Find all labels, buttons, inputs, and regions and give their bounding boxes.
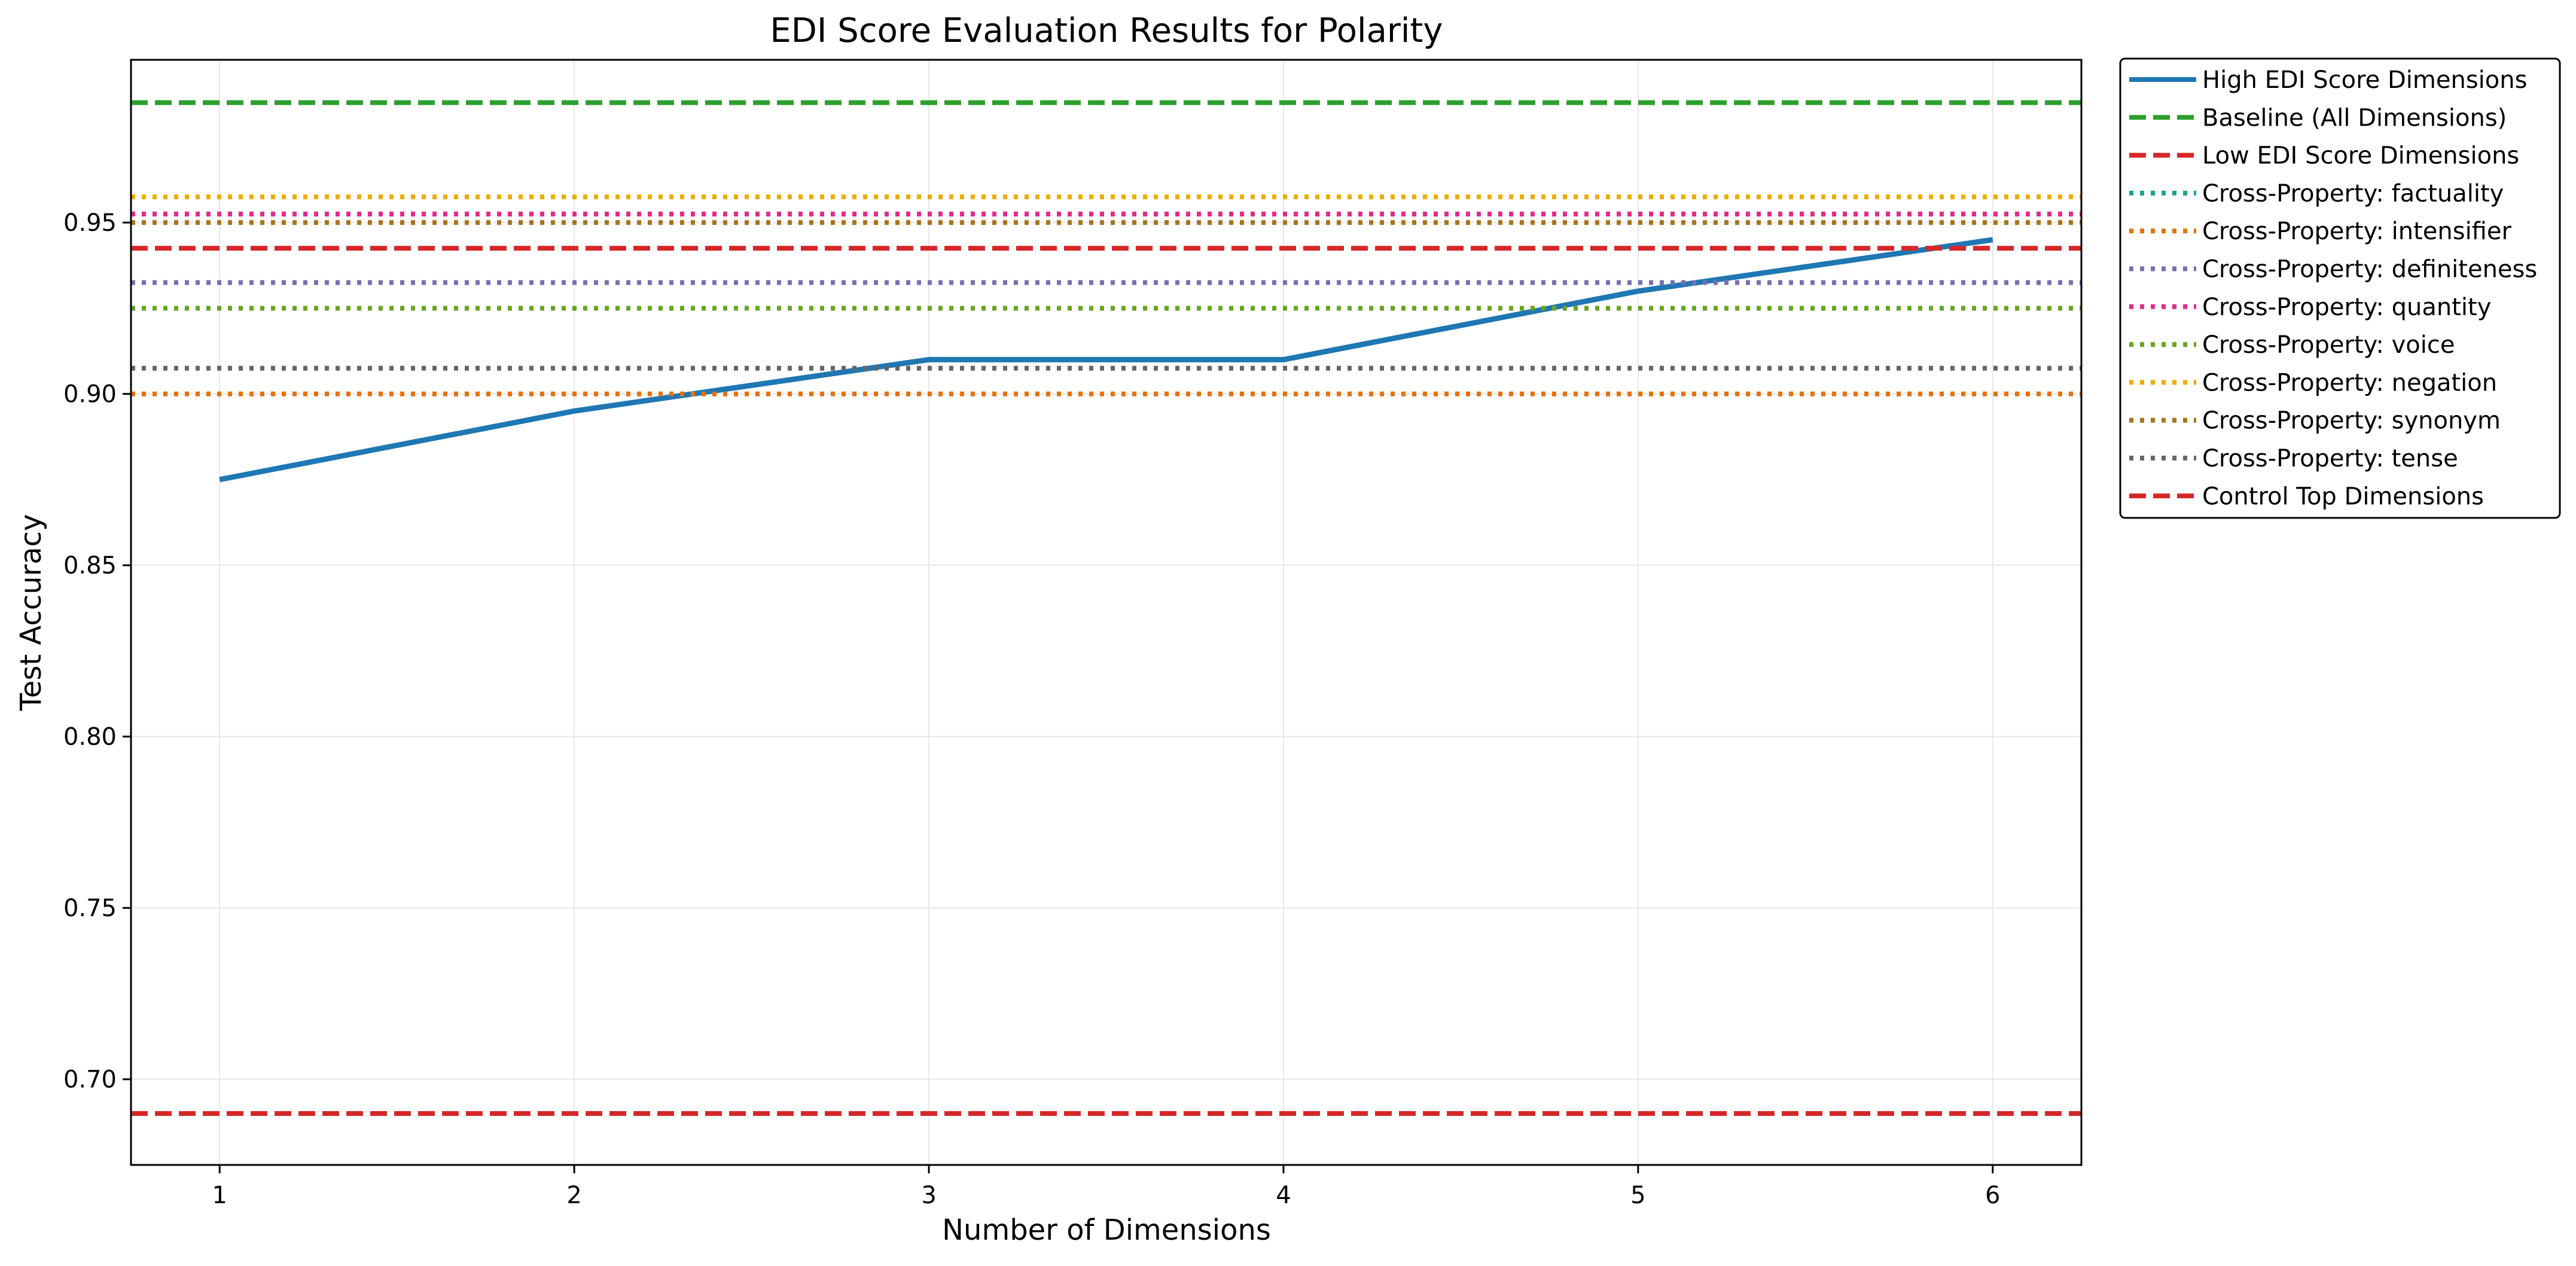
y-tick-label: 0.70 <box>63 1066 117 1094</box>
legend-label-cross-property-voice: Cross-Property: voice <box>2202 331 2455 359</box>
legend-label-cross-property-intensifier: Cross-Property: intensifier <box>2202 218 2511 245</box>
y-tick-label: 0.95 <box>63 209 117 237</box>
x-tick-label: 3 <box>921 1182 936 1209</box>
x-tick-label: 5 <box>1630 1182 1645 1209</box>
y-axis: 0.70 0.75 0.80 0.85 0.90 0.95 <box>63 209 131 1094</box>
legend-label-cross-property-negation: Cross-Property: negation <box>2202 369 2497 396</box>
y-tick-label: 0.90 <box>63 381 117 408</box>
x-axis-label: Number of Dimensions <box>942 1213 1271 1247</box>
plot-frame <box>130 59 2083 1166</box>
x-tick-label: 6 <box>1985 1182 2000 1209</box>
legend-label-cross-property-synonym: Cross-Property: synonym <box>2202 407 2501 435</box>
legend-label-control-top-dimensions: Control Top Dimensions <box>2202 483 2484 510</box>
legend-frame <box>2119 57 2561 519</box>
chart-title: EDI Score Evaluation Results for Polarit… <box>770 11 1443 50</box>
x-tick-label: 1 <box>212 1182 227 1209</box>
legend-label-low-edi-score-dimensions: Low EDI Score Dimensions <box>2202 142 2519 170</box>
legend: High EDI Score Dimensions Baseline (All D… <box>2119 57 2561 519</box>
y-axis-label: Test Accuracy <box>14 514 48 712</box>
series-layer <box>131 100 2081 1116</box>
legend-label-cross-property-definiteness: Cross-Property: definiteness <box>2202 256 2537 283</box>
x-tick-label: 4 <box>1276 1182 1291 1209</box>
legend-label-cross-property-tense: Cross-Property: tense <box>2202 445 2458 472</box>
series-high-edi-score-dimensions-line <box>219 237 1993 483</box>
y-tick-label: 0.80 <box>63 724 117 751</box>
grid-layer <box>131 60 2081 1165</box>
legend-label-cross-property-factuality: Cross-Property: factuality <box>2202 180 2504 208</box>
x-axis: 1 2 3 4 5 6 <box>212 1165 2000 1209</box>
legend-label-high-edi-score-dimensions: High EDI Score Dimensions <box>2202 66 2527 94</box>
legend-label-cross-property-quantity: Cross-Property: quantity <box>2202 294 2491 321</box>
x-tick-label: 2 <box>566 1182 581 1209</box>
y-tick-label: 0.85 <box>63 552 117 579</box>
y-tick-label: 0.75 <box>63 895 117 922</box>
legend-label-baseline-all-dimensions: Baseline (All Dimensions) <box>2202 104 2507 132</box>
